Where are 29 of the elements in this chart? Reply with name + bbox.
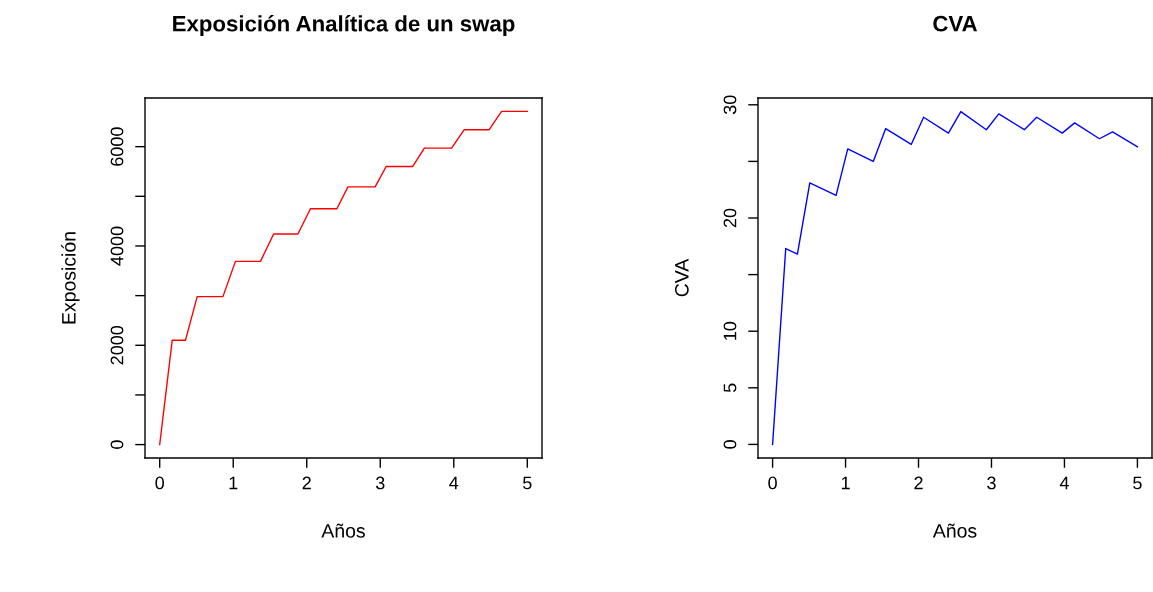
x-tick-label: 5 bbox=[1133, 476, 1142, 490]
y-tick-label: 6000 bbox=[110, 127, 124, 166]
x-tick-label: 5 bbox=[523, 476, 532, 490]
y-tick-label: 30 bbox=[723, 95, 737, 115]
x-tick-label: 0 bbox=[768, 476, 777, 490]
y-tick-label: 0 bbox=[110, 440, 124, 449]
x-tick-label: 0 bbox=[155, 476, 165, 490]
y-tick-label: 5 bbox=[723, 383, 737, 393]
x-tick-label: 2 bbox=[302, 476, 311, 490]
x-tick-label: 2 bbox=[914, 476, 923, 490]
chart-title: Exposición Analítica de un swap bbox=[173, 15, 515, 36]
line-series bbox=[771, 110, 1139, 446]
x-tick-label: 3 bbox=[987, 476, 996, 490]
y-tick-label: 0 bbox=[723, 440, 737, 449]
x-tick-label: 1 bbox=[229, 476, 238, 490]
y-tick-label: 10 bbox=[723, 321, 737, 340]
y-tick-label: 20 bbox=[723, 208, 737, 228]
x-axis-title: Años bbox=[932, 523, 977, 538]
line-series bbox=[159, 110, 528, 446]
x-tick-label: 4 bbox=[1059, 476, 1069, 490]
y-tick-label: 2000 bbox=[110, 325, 124, 365]
x-tick-label: 3 bbox=[375, 476, 385, 490]
chart-title: CVA bbox=[933, 15, 978, 32]
y-axis-title: Exposición bbox=[61, 232, 80, 324]
x-tick-label: 4 bbox=[449, 476, 459, 490]
y-tick-label: 4000 bbox=[110, 226, 124, 266]
x-tick-label: 1 bbox=[841, 476, 850, 490]
x-axis-title: Años bbox=[321, 523, 365, 538]
y-axis-title: CVA bbox=[674, 258, 689, 297]
